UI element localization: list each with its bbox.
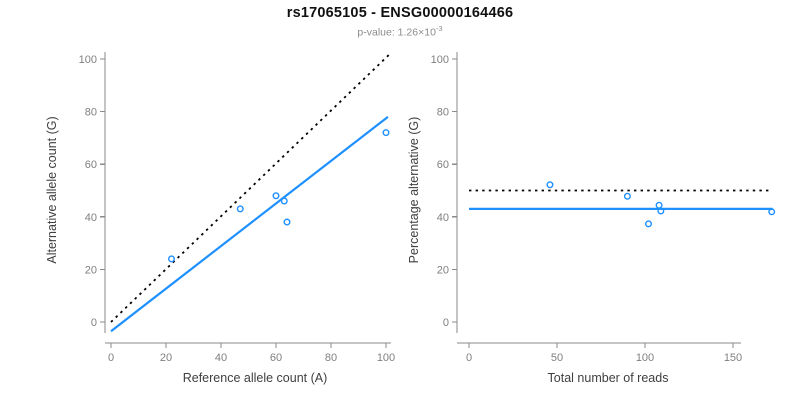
data-point [283,218,291,226]
identity-line [110,54,390,323]
figure-title: rs17065105 - ENSG00000164466 [286,5,514,21]
x-tick-label: 0 [466,352,472,364]
figure-subtitle: p-value: 1.26×10-3 [0,24,800,39]
x-tick-label: 150 [724,352,742,364]
y-tick-label: 40 [437,212,449,224]
y-tick-label: 60 [85,159,97,171]
x-tick-label: 100 [636,352,654,364]
x-tick-label: 20 [160,352,172,364]
pvalue-exponent: -3 [435,24,443,33]
data-point [382,129,390,137]
y-tick-label: 40 [85,212,97,224]
y-axis-label: Alternative allele count (G) [45,116,59,263]
x-axis-label: Total number of reads [548,371,669,385]
y-tick-label: 20 [85,264,97,276]
x-tick-label: 80 [325,352,337,364]
data-point [236,205,244,213]
x-tick-label: 40 [215,352,227,364]
y-tick-label: 20 [437,264,449,276]
pvalue-mantissa: 1.26×10 [397,26,436,39]
data-point [655,201,663,209]
panel-left: 0 20 40 60 80 100 0 20 40 60 80 100 Reference allele… [45,52,395,385]
y-tick-label: 100 [79,54,97,66]
data-point [623,192,631,200]
x-axis-label: Reference allele count (A) [183,371,328,385]
y-tick-label: 0 [91,317,97,329]
fit-line [110,115,389,333]
x-tick-label: 100 [377,352,395,364]
y-axis-label: Percentage alternative (G) [407,117,421,264]
pvalue-prefix: p-value: [357,26,398,39]
data-point [546,181,554,189]
y-tick-label: 60 [437,159,449,171]
data-point [167,255,175,263]
panel-right: 0 50 100 150 0 20 40 60 80 100 Total number of rea… [407,52,776,385]
data-point [280,197,288,205]
y-tick-label: 80 [85,107,97,119]
data-point [272,192,280,200]
x-tick-label: 50 [551,352,563,364]
y-tick-label: 100 [431,54,449,66]
y-tick-label: 0 [443,317,449,329]
x-tick-label: 60 [270,352,282,364]
y-tick-label: 80 [437,107,449,119]
data-point [768,208,776,216]
data-point [645,220,653,228]
data-point [657,207,665,215]
x-tick-label: 0 [108,352,114,364]
